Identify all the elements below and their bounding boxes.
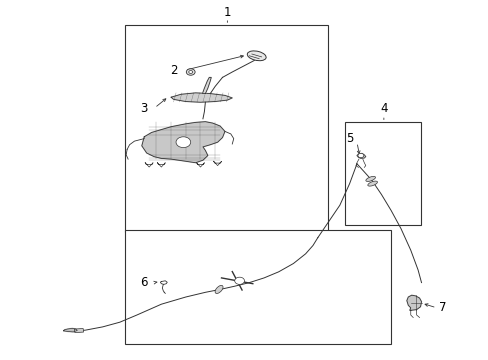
- Bar: [124, 25, 327, 232]
- Polygon shape: [171, 93, 232, 102]
- Text: 5: 5: [345, 132, 353, 145]
- Text: 6: 6: [140, 276, 148, 289]
- Bar: [74, 328, 83, 333]
- Ellipse shape: [365, 176, 375, 181]
- Text: 7: 7: [438, 301, 446, 314]
- Circle shape: [234, 277, 244, 284]
- Ellipse shape: [367, 181, 377, 186]
- Circle shape: [176, 137, 190, 148]
- Polygon shape: [142, 122, 224, 163]
- Polygon shape: [406, 295, 421, 310]
- Polygon shape: [356, 153, 365, 158]
- Ellipse shape: [188, 71, 192, 73]
- Bar: [344, 122, 420, 225]
- Polygon shape: [63, 328, 77, 332]
- Text: 2: 2: [169, 64, 177, 77]
- Text: 3: 3: [140, 102, 148, 114]
- Text: 4: 4: [379, 102, 387, 114]
- Ellipse shape: [186, 69, 195, 75]
- Polygon shape: [202, 77, 211, 94]
- Bar: [124, 230, 390, 344]
- Text: 1: 1: [223, 6, 231, 19]
- Ellipse shape: [215, 285, 223, 293]
- Circle shape: [357, 153, 363, 158]
- Ellipse shape: [247, 51, 265, 61]
